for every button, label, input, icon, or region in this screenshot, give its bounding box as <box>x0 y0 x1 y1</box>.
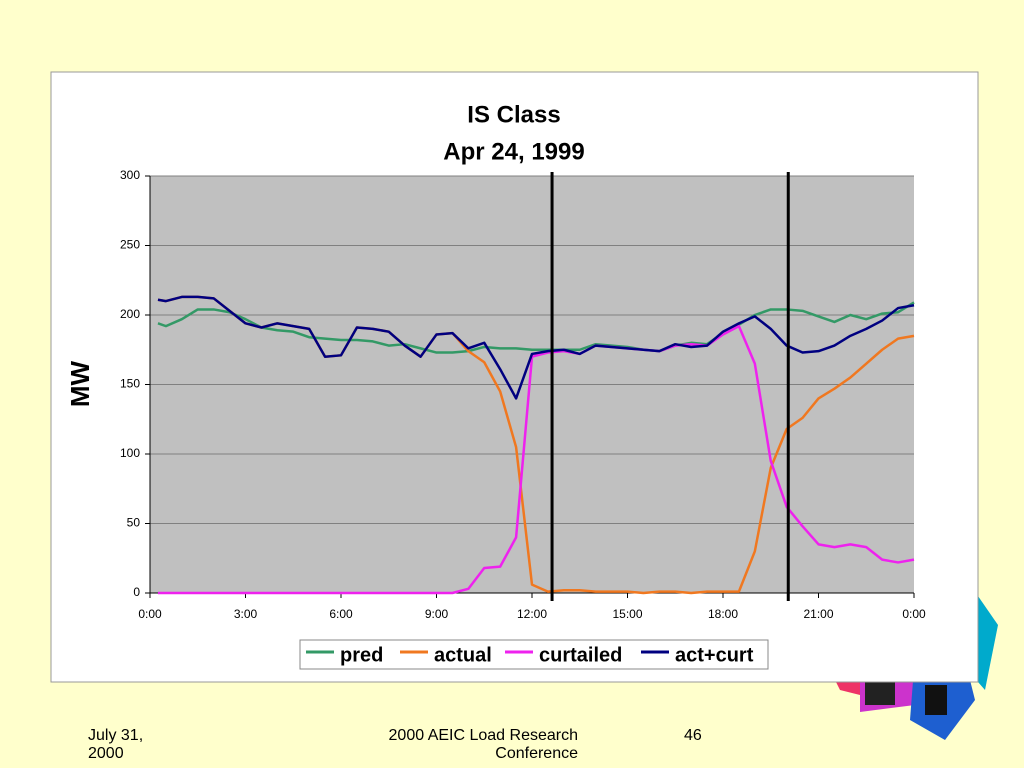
legend-label: actual <box>434 644 492 666</box>
x-tick-label: 18:00 <box>708 607 738 621</box>
footer-page: 46 <box>684 727 702 744</box>
legend-label: curtailed <box>539 644 622 666</box>
legend-label: pred <box>340 644 383 666</box>
x-tick-label: 12:00 <box>517 607 547 621</box>
y-tick-label: 0 <box>133 585 140 599</box>
y-tick-label: 50 <box>127 516 141 530</box>
x-tick-label: 3:00 <box>234 607 258 621</box>
x-tick-label: 9:00 <box>425 607 449 621</box>
legend <box>299 639 769 670</box>
x-tick-label: 0:00 <box>902 607 926 621</box>
y-tick-label: 100 <box>120 446 140 460</box>
footer-date: July 31, 2000 <box>88 727 144 762</box>
chart-subtitle: Apr 24, 1999 <box>443 138 584 165</box>
series-line <box>157 295 915 400</box>
y-axis-label: MW <box>65 360 95 407</box>
footer-event: 2000 AEIC Load Research Conference <box>388 727 578 762</box>
x-tick-label: 0:00 <box>138 607 162 621</box>
chart-title: IS Class <box>467 101 560 128</box>
x-tick-label: 6:00 <box>329 607 353 621</box>
x-tick-label: 15:00 <box>612 607 642 621</box>
y-tick-label: 200 <box>120 307 140 321</box>
x-tick-label: 21:00 <box>803 607 833 621</box>
series-line <box>157 301 915 354</box>
y-tick-label: 150 <box>120 377 140 391</box>
y-tick-label: 300 <box>120 168 140 182</box>
y-tick-label: 250 <box>120 238 140 252</box>
legend-label: act+curt <box>675 644 754 666</box>
